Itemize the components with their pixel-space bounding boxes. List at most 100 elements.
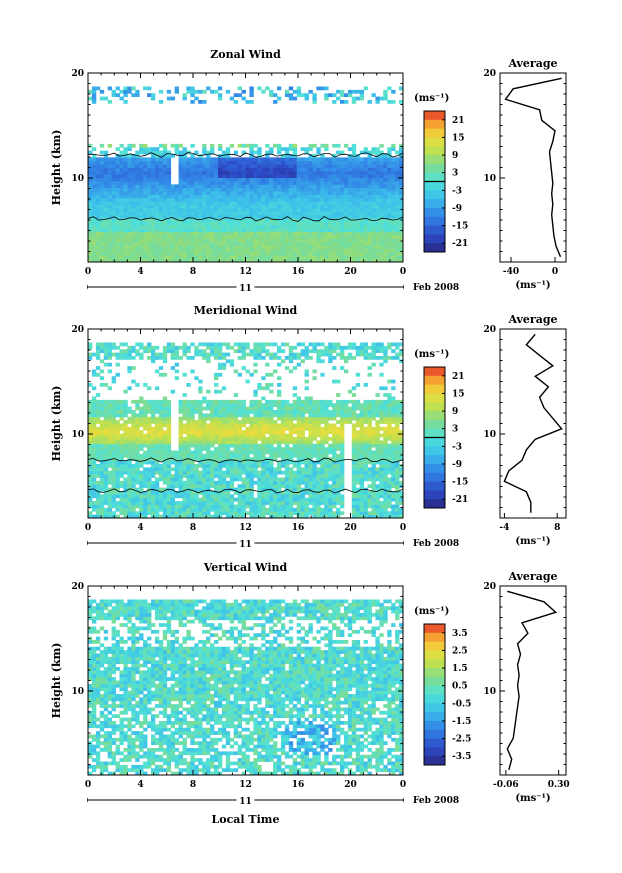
heatmap-cell [359,208,365,212]
heatmap-cell [261,440,266,445]
heatmap-cell [135,211,140,216]
heatmap-cell [351,184,357,189]
heatmap-cell [304,160,309,165]
heatmap-cell [308,228,313,233]
heatmap-cell [178,480,183,485]
heatmap-cell [198,440,203,445]
heatmap-cell [233,191,239,195]
heatmap-cell [245,457,250,462]
heatmap-cell [261,218,266,222]
heatmap-cell [91,447,97,451]
heatmap-cell [284,453,290,458]
heatmap-cell [296,241,302,246]
heatmap-cell [166,170,172,175]
heatmap-cell [111,440,116,445]
heatmap-cell [174,255,179,260]
heatmap-cell [320,211,325,216]
heatmap-cell [336,487,341,492]
heatmap-cell [343,221,349,226]
heatmap-cell [135,150,140,155]
heatmap-cell [300,470,305,475]
heatmap-cell [324,447,329,451]
heatmap-cell [194,514,199,519]
heatmap-cell [391,174,396,179]
heatmap-cell [147,167,152,172]
heatmap-cell [304,426,309,431]
heatmap-cell [154,208,160,212]
heatmap-cell [296,457,302,462]
heatmap-cell [375,477,380,482]
heatmap-cell [151,467,156,472]
heatmap-cell [99,453,105,458]
heatmap-cell [237,423,242,428]
heatmap-cell [359,467,365,472]
heatmap-cell [190,494,195,499]
heatmap-cell [336,170,341,175]
heatmap-cell [332,480,337,485]
heatmap-cell [225,201,231,206]
heatmap-cell [233,453,239,458]
heatmap-cell [261,511,266,516]
heatmap-cell [127,167,132,172]
heatmap-cell [206,467,211,472]
heatmap-cell [387,157,392,162]
heatmap-cell [139,164,144,168]
heatmap-cell [170,491,176,495]
heatmap-cell [119,150,124,155]
heatmap-cell [340,238,345,243]
heatmap-cell [312,443,317,448]
heatmap-cell [158,89,164,94]
heatmap-cell [225,170,231,175]
heatmap-cell [103,201,109,206]
heatmap-cell [261,89,266,94]
heatmap-cell [387,255,392,260]
heatmap-cell [103,447,109,451]
heatmap-cell [210,184,215,189]
heatmap-cell [351,467,357,472]
heatmap-cell [241,251,246,256]
heatmap-cell [206,497,211,502]
heatmap-cell [383,160,388,165]
heatmap-cell [288,440,294,445]
heatmap-cell [225,497,231,502]
heatmap-cell [265,224,270,229]
heatmap-cell [194,167,199,172]
heatmap-cell [296,201,302,206]
heatmap-cell [174,228,179,233]
heatmap-cell [269,89,274,94]
heatmap-cell [123,251,128,256]
heatmap-cell [387,443,392,448]
heatmap-cell [88,504,93,509]
heatmap-cell [182,147,187,152]
heatmap-cell [387,100,392,104]
heatmap-cell [288,450,294,455]
heatmap-cell [221,440,227,445]
heatmap-cell [257,248,262,253]
heatmap-cell [320,255,325,260]
heatmap-cell [340,258,345,263]
heatmap-cell [257,228,262,233]
heatmap-cell [320,154,325,158]
heatmap-cell [158,224,164,229]
heatmap-cell [284,467,290,472]
heatmap-cell [320,245,325,249]
heatmap-cell [300,160,305,165]
heatmap-cell [198,423,203,428]
heatmap-cell [261,430,266,435]
heatmap-cell [99,487,105,492]
heatmap-cell [324,426,329,431]
heatmap-cell [324,231,329,236]
heatmap-cell [300,214,305,219]
heatmap-cell [174,457,179,462]
heatmap-cell [123,218,128,222]
day-bar-left-arrow [87,284,88,290]
heatmap-cell [182,187,187,192]
heatmap-cell [273,467,278,472]
heatmap-cell [107,251,113,256]
heatmap-cell [107,453,113,458]
heatmap-cell [304,170,309,175]
heatmap-cell [225,167,231,172]
heatmap-cell [123,501,128,505]
heatmap-cell [399,160,404,165]
heatmap-cell [391,447,396,451]
